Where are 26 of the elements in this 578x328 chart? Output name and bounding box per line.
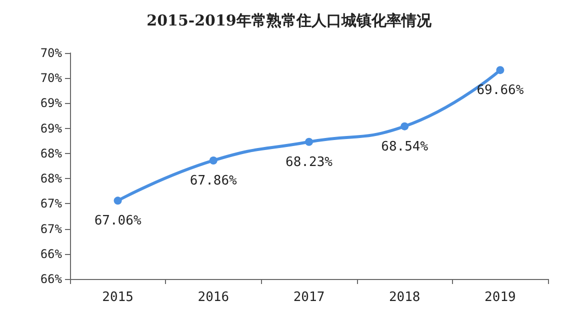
y-tick-label: 70% [40, 71, 63, 86]
text: 69.66% [476, 83, 524, 98]
y-tick-label: 68% [40, 172, 63, 186]
x-tick-label: 2017 [293, 290, 325, 305]
y-tick-label: 69% [40, 121, 63, 136]
x-tick-label: 2018 [388, 290, 420, 305]
x-tick-label: 2019 [484, 290, 516, 305]
y-tick-label: 67% [40, 196, 63, 211]
text: 68.54% [381, 139, 428, 154]
y-tick-label: 66% [40, 246, 63, 261]
point [305, 138, 313, 146]
y-tick-label: 68% [40, 146, 63, 160]
y-tick-label: 69% [40, 96, 63, 110]
y-tick-label: 67% [40, 222, 63, 236]
point [496, 66, 504, 74]
point [209, 156, 218, 164]
text: 68.23% [286, 154, 332, 170]
text: 67.86% [190, 173, 237, 188]
point [114, 196, 122, 205]
y-tick-label: 70% [40, 46, 63, 60]
x-tick-label: 2015 [102, 290, 134, 305]
point [400, 122, 409, 130]
y-tick-label: 66% [40, 272, 63, 286]
x-tick-label: 2016 [198, 290, 230, 305]
text: 67.06% [94, 214, 142, 229]
chart-title: 2015-2019年常熟常住人口城镇化率情况 [146, 12, 432, 30]
